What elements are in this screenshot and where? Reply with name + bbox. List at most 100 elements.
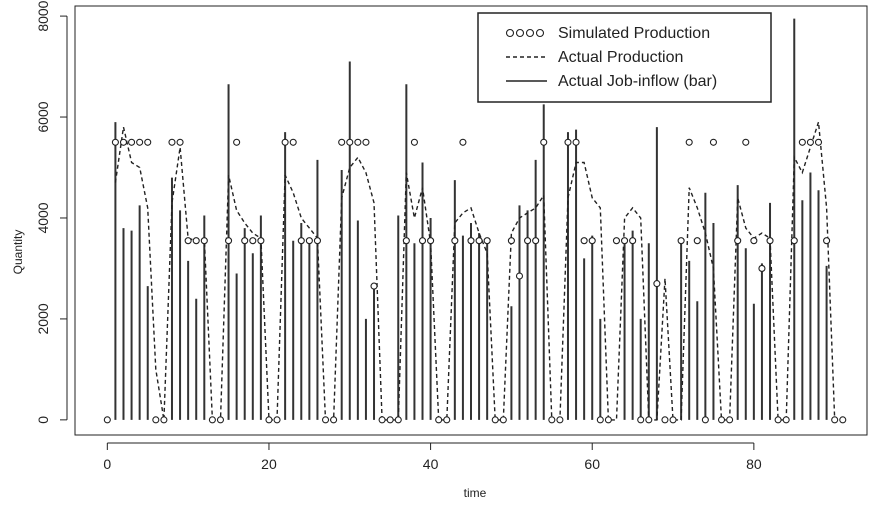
simulated-production-point — [305, 237, 313, 245]
simulated-production-point — [160, 416, 168, 424]
simulated-production-point — [265, 416, 273, 424]
simulated-production-point — [346, 138, 354, 146]
legend-label-simulated: Simulated Production — [558, 25, 710, 42]
simulated-production-point — [241, 237, 249, 245]
simulated-production-point — [556, 416, 564, 424]
simulated-production-point — [330, 416, 338, 424]
legend-swatch-circle — [505, 28, 515, 38]
simulated-production-point — [176, 138, 184, 146]
simulated-production-point — [661, 416, 669, 424]
simulated-production-point — [289, 138, 297, 146]
simulated-production-point — [475, 237, 483, 245]
simulated-production-point — [273, 416, 281, 424]
job-inflow-bars — [114, 18, 828, 420]
x-tick-label: 80 — [746, 456, 762, 472]
simulated-production-point — [572, 138, 580, 146]
simulated-production-point — [297, 237, 305, 245]
simulated-production-point — [338, 138, 346, 146]
simulated-production-point — [734, 237, 742, 245]
simulated-production-point — [515, 272, 524, 280]
x-tick-label: 0 — [103, 456, 111, 472]
simulated-production-point — [629, 237, 637, 245]
simulated-production-point — [370, 282, 378, 290]
x-tick-label: 60 — [584, 456, 600, 472]
simulated-production-point — [136, 138, 144, 146]
simulated-production-point — [726, 416, 734, 424]
legend-label-job-inflow: Actual Job-inflow (bar) — [558, 73, 717, 90]
y-tick-label: 2000 — [35, 303, 51, 334]
simulated-production-point — [281, 138, 289, 146]
simulated-production-point — [580, 237, 588, 245]
y-tick-label: 6000 — [35, 101, 51, 132]
simulated-production-point — [216, 416, 225, 424]
simulated-production-point — [119, 138, 128, 146]
simulated-production-point — [491, 416, 499, 424]
legend-label-actual-production: Actual Production — [558, 49, 683, 66]
simulated-production-point — [257, 237, 265, 245]
simulated-production-point — [394, 416, 402, 424]
axes: 0 20 40 60 80 0 2000 4000 6000 8000 — [35, 0, 762, 472]
simulated-production-point — [418, 237, 427, 245]
simulated-production-point — [111, 138, 119, 146]
simulated-production-point — [225, 237, 233, 245]
legend-swatch-circle — [515, 28, 525, 38]
simulated-production-point — [548, 416, 556, 424]
simulated-production-point — [459, 138, 467, 146]
simulated-production-point — [144, 138, 152, 146]
simulated-production-point — [798, 138, 806, 146]
simulated-production-point — [321, 416, 330, 424]
simulated-production-point — [499, 416, 507, 424]
simulated-production-point — [766, 237, 774, 245]
simulated-production-point — [806, 138, 814, 146]
x-tick-label: 40 — [423, 456, 439, 472]
simulated-production-point — [208, 416, 216, 424]
simulated-production-point — [378, 416, 386, 424]
simulated-production-point — [524, 237, 532, 245]
simulated-production-point — [467, 237, 475, 245]
simulated-production-point — [152, 416, 160, 424]
simulated-production-point — [604, 416, 612, 424]
legend-box — [477, 12, 772, 103]
simulated-production-point — [742, 138, 750, 146]
plot-frame — [74, 5, 868, 436]
simulated-production-point — [128, 138, 136, 146]
simulated-production-point — [103, 416, 111, 424]
simulated-production-points — [103, 138, 847, 424]
simulated-production-point — [184, 237, 192, 245]
simulated-production-point — [402, 237, 410, 245]
simulated-production-point — [200, 237, 208, 245]
x-tick-label: 20 — [261, 456, 277, 472]
simulated-production-point — [677, 237, 685, 245]
simulated-production-point — [507, 237, 515, 245]
simulated-production-point — [653, 280, 661, 288]
simulated-production-point — [451, 237, 459, 245]
simulated-production-point — [354, 138, 362, 146]
simulated-production-point — [540, 138, 548, 146]
simulated-production-point — [637, 416, 645, 424]
simulated-production-point — [483, 237, 491, 245]
simulated-production-point — [717, 416, 726, 424]
simulated-production-point — [758, 264, 766, 272]
simulated-production-point — [596, 416, 604, 424]
x-axis-title: time — [464, 486, 487, 500]
simulated-production-point — [701, 416, 709, 424]
simulated-production-point — [427, 237, 435, 245]
simulated-production-point — [831, 416, 839, 424]
simulated-production-point — [532, 237, 540, 245]
simulated-production-point — [443, 416, 451, 424]
simulated-production-point — [435, 416, 443, 424]
simulated-production-point — [612, 237, 621, 245]
simulated-production-point — [588, 237, 596, 245]
simulated-production-point — [233, 138, 241, 146]
simulated-production-point — [168, 138, 176, 146]
y-tick-label: 4000 — [35, 202, 51, 233]
simulated-production-point — [669, 416, 677, 424]
simulated-production-point — [564, 138, 572, 146]
simulated-production-point — [410, 138, 418, 146]
simulated-production-point — [693, 237, 701, 245]
simulated-production-point — [621, 237, 629, 245]
legend-swatch-circle — [535, 28, 545, 38]
simulated-production-point — [386, 416, 394, 424]
simulated-production-point — [709, 138, 717, 146]
simulated-production-point — [685, 138, 693, 146]
